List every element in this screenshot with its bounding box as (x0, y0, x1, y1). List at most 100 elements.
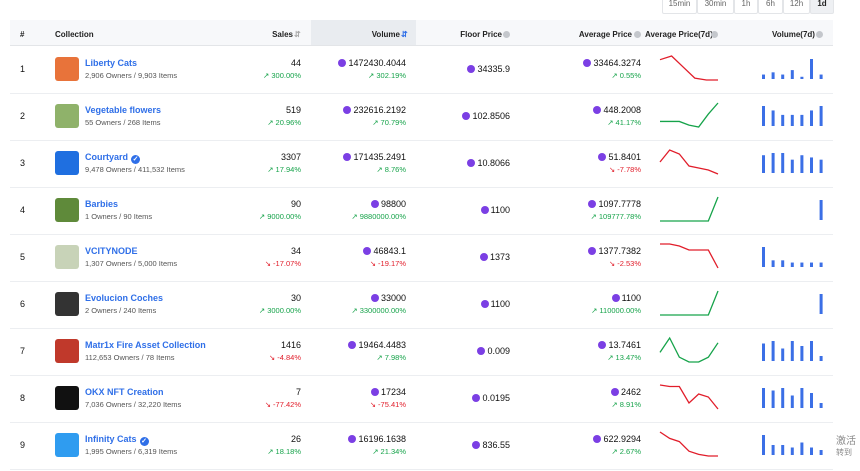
collection-icon (55, 198, 79, 222)
volume-bars (762, 247, 823, 267)
avg_change: ↗ 13.47% (607, 353, 641, 362)
rank: 6 (20, 299, 26, 309)
volume-bar (762, 435, 765, 455)
volume-bars (762, 341, 823, 361)
sales-value: 26 (290, 434, 301, 444)
volume-value: 171435.2491 (353, 152, 406, 162)
sales: 7 (296, 387, 301, 397)
collection-name[interactable]: Infinity Cats ✓ (85, 434, 149, 446)
collection-name[interactable]: Courtyard ✓ (85, 152, 141, 164)
sales-value: 30 (290, 293, 301, 303)
volume-bars (762, 106, 823, 126)
sales_change: ↗ 3000.00% (258, 306, 301, 315)
sparkline (659, 336, 719, 363)
coin-icon (370, 294, 379, 302)
avg-price-sparkline (659, 149, 719, 175)
avg: 51.8401 (598, 152, 641, 162)
volume: 46843.1 (363, 246, 406, 256)
coin-icon (467, 159, 476, 167)
column-header: Collection (55, 30, 94, 39)
coin-icon (348, 435, 357, 443)
time-tab[interactable]: 6h (758, 0, 783, 14)
volume-bar (819, 74, 823, 79)
collection-icon (55, 339, 79, 363)
volume-bar (790, 262, 794, 267)
avg_change: ↗ 0.55% (611, 71, 641, 80)
volume-bar (819, 200, 823, 220)
collection-name[interactable]: Liberty Cats (85, 58, 138, 68)
avg: 13.7461 (598, 340, 641, 350)
time-tab[interactable]: 30min (697, 0, 734, 14)
volume-bar (781, 74, 785, 79)
collection-name[interactable]: VCITYNODE (85, 246, 138, 256)
volume_change: ↗ 8.76% (376, 165, 406, 174)
volume-bar (771, 445, 775, 455)
volume-bar (762, 343, 765, 361)
volume-bar (771, 260, 775, 267)
column-header[interactable]: Sales (272, 30, 293, 39)
collection-name[interactable]: Barbies (85, 199, 119, 209)
time-tab[interactable]: 12h (783, 0, 810, 14)
time-tab[interactable]: 1d (810, 0, 834, 14)
sales: 90 (291, 199, 301, 209)
collection-name[interactable]: Matr1x Fire Asset Collection (85, 340, 206, 350)
floor-value: 0.009 (487, 346, 510, 356)
sales-value: 519 (285, 105, 301, 115)
volume_change: ↗ 302.19% (368, 71, 406, 80)
collection-icon (55, 104, 79, 128)
avg-price-sparkline (660, 243, 719, 269)
volume-bar (800, 76, 804, 79)
sales: 519 (286, 105, 301, 115)
table-row (10, 375, 833, 423)
avg-price-sparkline (660, 102, 719, 128)
volume-value: 17234 (380, 387, 406, 397)
volume-bar (819, 403, 823, 408)
sales: 3307 (281, 152, 301, 162)
avg_change: ↗ 8.91% (611, 400, 641, 409)
volume-bar (819, 262, 823, 267)
volume: 16196.1638 (348, 434, 406, 444)
volume-bar (819, 294, 823, 314)
time-tab[interactable]: 1h (734, 0, 758, 14)
sales-value: 3307 (280, 152, 301, 162)
sparkline (659, 149, 719, 175)
coin-icon (480, 206, 489, 214)
sparkline (660, 290, 719, 316)
avg-value: 13.7461 (608, 340, 641, 350)
sort-icon: ⇵ (294, 30, 301, 39)
volume-bar (790, 159, 794, 173)
time-tab[interactable]: 15min (662, 0, 697, 14)
floor: 0.009 (477, 346, 510, 356)
collection-name[interactable]: Evolucion Coches (85, 293, 164, 303)
column-header[interactable]: Volume (371, 30, 400, 39)
avg-value: 1100 (621, 293, 641, 303)
volume-value: 46843.1 (373, 246, 406, 256)
sparkline (659, 384, 719, 410)
sales-value: 90 (290, 199, 301, 209)
collection-icon (55, 386, 79, 410)
verified-badge: ✓ (131, 155, 141, 164)
volume-bar (810, 59, 813, 79)
floor-value: 1373 (489, 252, 510, 262)
avg-price-sparkline (660, 196, 719, 222)
collection-meta: 112,653 Owners / 78 Items (85, 353, 175, 362)
avg-value: 1097.7778 (598, 199, 641, 209)
volume_change: ↗ 7.98% (376, 353, 406, 362)
table-row (10, 187, 833, 235)
rank: 7 (20, 346, 26, 356)
volume-bar (819, 450, 823, 455)
avg-value: 622.9294 (603, 434, 641, 444)
volume-bars (819, 200, 823, 220)
avg: 33464.3274 (583, 58, 641, 68)
volume-bar (810, 393, 813, 408)
coin-icon (593, 106, 602, 114)
collection-name[interactable]: OKX NFT Creation (85, 387, 164, 397)
sales_change: ↗ 18.18% (267, 447, 301, 456)
avg-price-sparkline (659, 336, 719, 363)
volume-value: 98800 (380, 199, 406, 209)
floor: 10.8066 (467, 158, 510, 168)
volume-bar (790, 395, 794, 408)
collection-name[interactable]: Vegetable flowers (85, 105, 162, 115)
os-watermark: 激活 (836, 436, 856, 447)
rank: 4 (20, 205, 26, 215)
